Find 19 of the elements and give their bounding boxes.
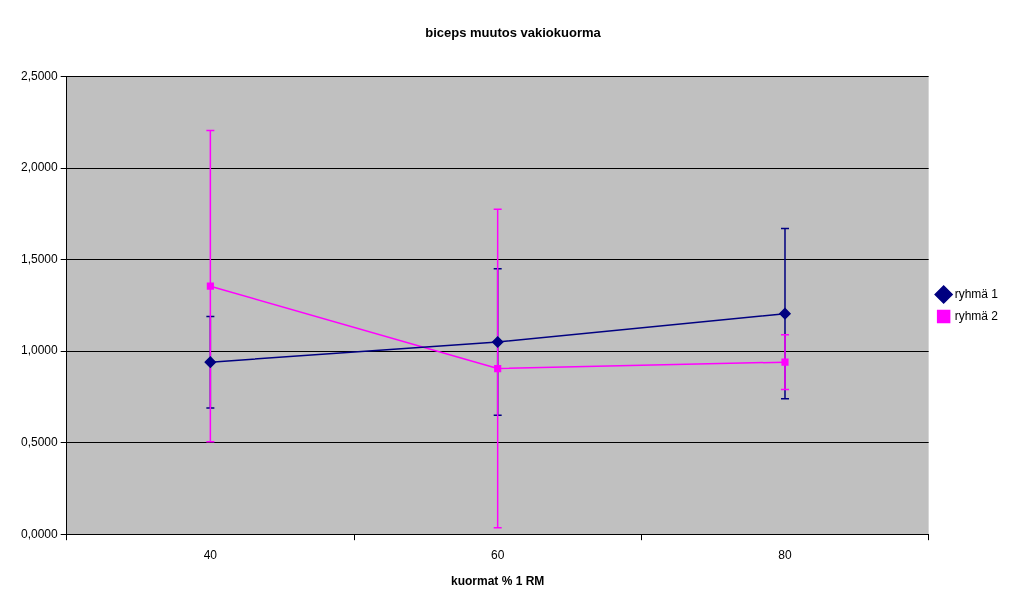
point — [781, 358, 789, 366]
x-tick-label: 60 — [491, 547, 505, 562]
x-tick-label: 80 — [778, 547, 792, 562]
point — [494, 364, 502, 373]
point — [779, 307, 791, 320]
chart-title: biceps muutos vakiokuorma — [425, 25, 602, 41]
legend-label: ryhmä 2 — [954, 308, 999, 323]
y-tick-label: 2,5000 — [21, 68, 59, 83]
point — [206, 282, 214, 290]
point — [491, 336, 504, 348]
legend-label: ryhmä 1 — [954, 286, 999, 301]
y-tick-label: 1,0000 — [21, 343, 59, 358]
x-axis-title: kuormat % 1 RM — [451, 574, 545, 589]
y-tick-label: 2,0000 — [21, 160, 59, 175]
y-tick-label: 0,0000 — [21, 526, 59, 541]
y-tick-label: 0,5000 — [21, 434, 59, 449]
y-tick-label: 1,5000 — [21, 251, 59, 266]
point — [204, 356, 217, 368]
x-tick-label: 40 — [203, 547, 218, 562]
